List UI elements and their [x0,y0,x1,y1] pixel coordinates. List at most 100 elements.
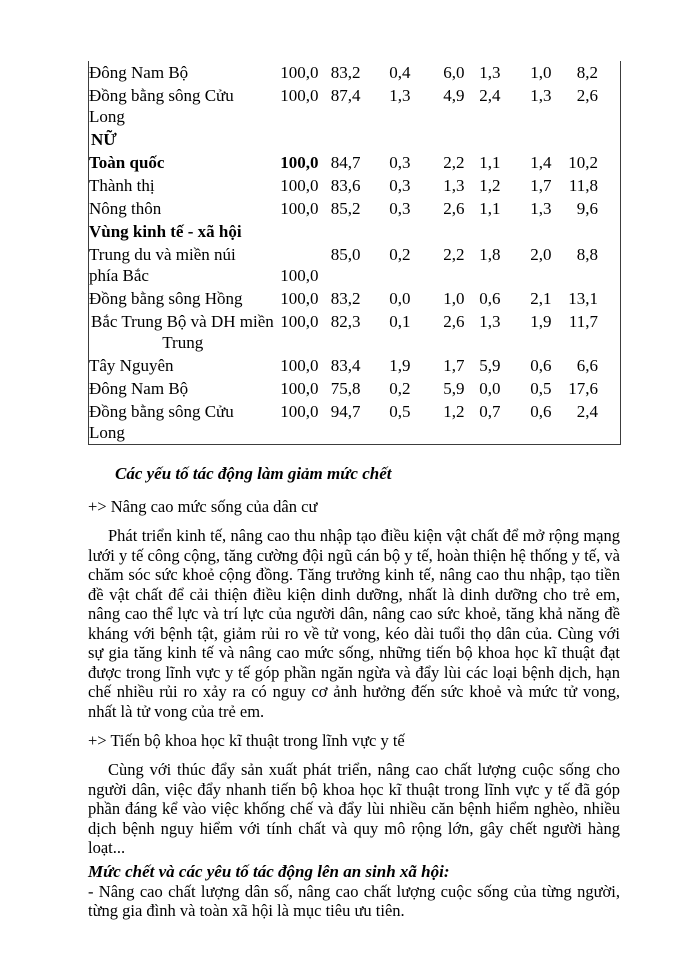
table-row: Thành thị 100,0 83,6 0,3 1,3 1,2 1,7 11,8 [89,174,621,197]
row-label: Vùng kinh tế - xã hội [89,222,242,241]
cell-value: 83,4 [330,356,361,375]
cell-value: 5,9 [479,356,501,375]
table-row: Toàn quốc 100,0 84,7 0,3 2,2 1,1 1,4 10,2 [89,151,621,174]
table-row: NỮ [89,128,621,151]
row-label: Đồng bằng sông Cửu Long [89,402,234,442]
cell-value: 1,3 [479,312,501,331]
cell-value: 100,0 [280,176,319,195]
cell-value: 0,5 [389,402,411,421]
cell-value: 6,6 [576,356,598,375]
table-row: Nông thôn 100,0 85,2 0,3 2,6 1,1 1,3 9,6 [89,197,621,220]
paragraph-medical-progress: Cùng với thúc đẩy sản xuất phát triển, n… [88,760,620,857]
paragraph-economic-development: Phát triển kinh tế, nâng cao thu nhập tạ… [88,526,620,721]
section-heading-reduce-mortality: Các yếu tố tác động làm giảm mức chết [115,464,392,483]
cell-value: 82,3 [330,312,361,331]
cell-value: 83,2 [330,289,361,308]
cell-value: 6,0 [443,63,465,82]
mortality-table-body: Đông Nam Bộ 100,0 83,2 0,4 6,0 1,3 1,0 8,2 Đồng … [89,61,621,445]
cell-value: 100,0 [280,356,319,375]
empty-cells [275,220,621,243]
cell-value: 87,4 [330,86,361,105]
row-label: Tây Nguyên [89,356,174,375]
cell-value: 0,3 [389,176,411,195]
table-row: Bắc Trung Bộ và DH miền Trung 100,0 82,3 0,1… [89,310,621,354]
cell-value: 2,2 [443,153,465,172]
cell-value: 10,2 [568,153,598,172]
cell-value: 0,6 [530,356,552,375]
cell-value: 75,8 [330,379,361,398]
cell-value: 85,0 [330,245,361,264]
cell-value: 2,4 [576,402,598,421]
cell-value: 11,7 [568,312,598,331]
table-row: Vùng kinh tế - xã hội [89,220,621,243]
cell-value: 1,4 [530,153,552,172]
cell-value: 0,1 [389,312,411,331]
row-label: Nông thôn [89,199,162,218]
cell-value: 100,0 [280,266,319,285]
document-content: Đông Nam Bộ 100,0 83,2 0,4 6,0 1,3 1,0 8,2 Đồng … [88,61,621,921]
subpoint-living-standard: +> Nâng cao mức sống của dân cư [88,497,318,516]
cell-value: 84,7 [330,153,361,172]
table-row: Đông Nam Bộ 100,0 75,8 0,2 5,9 0,0 0,5 17,6 [89,377,621,400]
cell-value: 1,2 [443,402,465,421]
cell-value: 11,8 [568,176,598,195]
table-row: Đồng bằng sông Cửu Long 100,0 94,7 0,5 1,2 0,7… [89,400,621,445]
table-row: Đông Nam Bộ 100,0 83,2 0,4 6,0 1,3 1,0 8,2 [89,61,621,84]
cell-value: 5,9 [443,379,465,398]
cell-value: 1,3 [530,199,552,218]
cell-value: 1,3 [530,86,552,105]
table-row: Đồng bằng sông Cửu Long 100,0 87,4 1,3 4,9 2,4… [89,84,621,128]
cell-value: 2,6 [576,86,598,105]
cell-value: 1,8 [479,245,501,264]
cell-value: 100,0 [280,312,319,331]
cell-value: 0,6 [479,289,501,308]
subpoint-medical-science: +> Tiến bộ khoa học kĩ thuật trong lĩnh … [88,731,405,750]
table-row: Tây Nguyên 100,0 83,4 1,9 1,7 5,9 0,6 6,6 [89,354,621,377]
cell-value: 2,6 [443,312,465,331]
cell-value: 1,0 [530,63,552,82]
cell-value: 1,7 [443,356,465,375]
cell-value: 1,1 [479,199,501,218]
cell-value: 1,2 [479,176,501,195]
cell-value: 1,1 [479,153,501,172]
cell-value: 13,1 [568,289,598,308]
cell-value: 1,9 [389,356,411,375]
table-row: Đồng bằng sông Hồng 100,0 83,2 0,0 1,0 0,6 2,1… [89,287,621,310]
cell-value: 83,2 [330,63,361,82]
cell-value: 0,3 [389,199,411,218]
row-label: Toàn quốc [89,153,165,172]
cell-value: 2,1 [530,289,552,308]
cell-value: 0,4 [389,63,411,82]
cell-value: 0,3 [389,153,411,172]
mortality-statistics-table: Đông Nam Bộ 100,0 83,2 0,4 6,0 1,3 1,0 8,2 Đồng … [88,61,621,445]
row-label: Đồng bằng sông Hồng [89,289,243,308]
cell-value: 100,0 [280,402,319,421]
paragraph-population-quality: - Nâng cao chất lượng dân số, nâng cao c… [88,881,620,921]
cell-value: 100,0 [280,199,319,218]
cell-value: 100,0 [280,289,319,308]
cell-value: 1,3 [479,63,501,82]
cell-value: 1,3 [389,86,411,105]
cell-value: 8,2 [576,63,598,82]
cell-value: 17,6 [568,379,598,398]
row-label: Bắc Trung Bộ và DH miền Trung [91,312,274,352]
cell-value: 1,7 [530,176,552,195]
cell-value: 2,6 [443,199,465,218]
cell-value: 100,0 [280,379,319,398]
cell-value: 0,0 [479,379,501,398]
cell-value: 0,2 [389,379,411,398]
section-heading-social-security: Mức chết và các yêu tố tác động lên an s… [88,861,450,881]
row-label: Trung du và miền núi phía Bắc [89,245,236,285]
cell-value: 0,5 [530,379,552,398]
cell-value: 0,7 [479,402,501,421]
cell-value: 1,9 [530,312,552,331]
cell-value: 1,3 [443,176,465,195]
cell-value: 8,8 [576,245,598,264]
cell-value: 0,6 [530,402,552,421]
empty-cells [275,128,621,151]
cell-value: 94,7 [330,402,361,421]
row-label: Đông Nam Bộ [89,63,189,82]
cell-value: 85,2 [330,199,361,218]
cell-value: 0,2 [389,245,411,264]
